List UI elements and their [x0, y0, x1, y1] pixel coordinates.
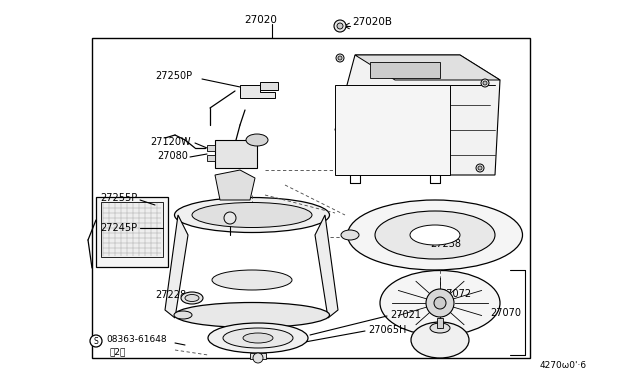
Ellipse shape — [175, 302, 330, 327]
Circle shape — [478, 166, 482, 170]
Text: 27021: 27021 — [390, 310, 421, 320]
Circle shape — [253, 353, 263, 363]
Circle shape — [337, 23, 343, 29]
Text: 27070: 27070 — [490, 308, 521, 318]
Ellipse shape — [410, 225, 460, 245]
Bar — [250, 353, 266, 359]
Circle shape — [336, 54, 344, 62]
Bar — [437, 318, 443, 328]
Bar — [260, 82, 278, 90]
Ellipse shape — [174, 311, 192, 319]
Text: 27238: 27238 — [430, 239, 461, 249]
Polygon shape — [355, 55, 500, 80]
Text: （2）: （2） — [110, 347, 126, 356]
Circle shape — [338, 56, 342, 60]
Ellipse shape — [380, 270, 500, 336]
Text: S: S — [93, 337, 99, 346]
Ellipse shape — [212, 270, 292, 290]
Ellipse shape — [175, 198, 330, 232]
Ellipse shape — [223, 328, 293, 348]
Bar — [207, 145, 215, 151]
Ellipse shape — [348, 200, 522, 270]
Circle shape — [481, 79, 489, 87]
Text: 27020: 27020 — [244, 15, 277, 25]
Circle shape — [334, 20, 346, 32]
Text: 27120W: 27120W — [150, 137, 191, 147]
Polygon shape — [335, 85, 450, 175]
Ellipse shape — [208, 323, 308, 353]
Bar — [101, 202, 163, 257]
Circle shape — [434, 297, 446, 309]
Polygon shape — [165, 215, 188, 318]
Text: 27065H: 27065H — [368, 325, 406, 335]
Text: 08363-61648: 08363-61648 — [106, 336, 166, 344]
Ellipse shape — [341, 230, 359, 240]
Text: 27228: 27228 — [155, 290, 186, 300]
Bar — [215, 140, 257, 168]
Text: 27250P: 27250P — [155, 71, 192, 81]
Ellipse shape — [246, 134, 268, 146]
Circle shape — [90, 335, 102, 347]
Ellipse shape — [375, 211, 495, 259]
Polygon shape — [335, 55, 500, 175]
Ellipse shape — [411, 322, 469, 358]
Bar — [92, 38, 530, 358]
Ellipse shape — [181, 292, 203, 304]
Text: 4270ω0'·6: 4270ω0'·6 — [540, 360, 587, 369]
Bar — [207, 155, 215, 161]
Text: 27245P: 27245P — [100, 223, 137, 233]
Ellipse shape — [430, 323, 450, 333]
Text: 27072: 27072 — [440, 289, 471, 299]
Ellipse shape — [185, 295, 199, 301]
Polygon shape — [240, 85, 275, 98]
Circle shape — [476, 164, 484, 172]
Polygon shape — [370, 62, 440, 78]
Text: 27020B: 27020B — [352, 17, 392, 27]
Ellipse shape — [192, 202, 312, 228]
Text: 27080: 27080 — [157, 151, 188, 161]
Circle shape — [224, 212, 236, 224]
Bar — [96, 197, 168, 267]
Circle shape — [426, 289, 454, 317]
Polygon shape — [315, 215, 338, 318]
Text: 27255P: 27255P — [100, 193, 137, 203]
Polygon shape — [215, 170, 255, 200]
Circle shape — [483, 81, 487, 85]
Ellipse shape — [243, 333, 273, 343]
